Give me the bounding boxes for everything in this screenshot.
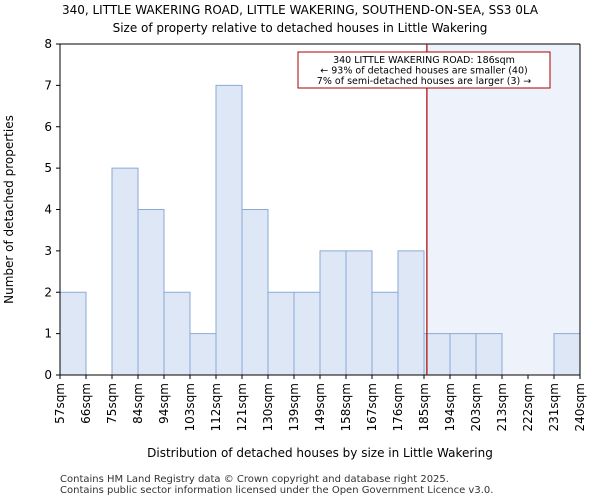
bar — [319, 250, 347, 376]
x-tick-label: 139sqm — [287, 383, 301, 431]
x-tick-label: 240sqm — [573, 383, 587, 431]
y-tick-label: 5 — [44, 161, 52, 175]
bar — [163, 291, 191, 376]
y-axis-label: Number of detached properties — [2, 115, 16, 304]
x-tick-label: 149sqm — [313, 383, 327, 431]
bar — [449, 333, 477, 376]
x-axis-label: Distribution of detached houses by size … — [147, 446, 493, 460]
x-tick-label: 176sqm — [391, 383, 405, 431]
annotation-line-3: 7% of semi-detached houses are larger (3… — [317, 76, 531, 87]
y-tick-label: 3 — [44, 244, 52, 258]
y-tick-label: 4 — [44, 203, 52, 217]
x-tick-label: 231sqm — [547, 383, 561, 431]
x-tick-label: 194sqm — [443, 383, 457, 431]
bar — [345, 250, 373, 376]
bar — [423, 333, 451, 376]
x-tick-label: 203sqm — [469, 383, 483, 431]
x-tick-label: 103sqm — [183, 383, 197, 431]
annotation-line-1: 340 LITTLE WAKERING ROAD: 186sqm — [333, 55, 515, 66]
footer-copyright: Contains HM Land Registry data © Crown c… — [60, 474, 449, 485]
y-tick-label: 1 — [44, 327, 52, 341]
x-tick-label: 185sqm — [417, 383, 431, 431]
bar — [371, 291, 399, 376]
bar — [397, 250, 425, 376]
annotation-box — [297, 51, 551, 89]
x-tick-label: 94sqm — [157, 383, 171, 424]
x-tick-label: 158sqm — [339, 383, 353, 431]
x-tick-label: 84sqm — [131, 383, 145, 424]
bar — [59, 291, 87, 376]
x-tick-label: 66sqm — [79, 383, 93, 424]
y-tick-label: 6 — [44, 120, 52, 134]
x-tick-label: 222sqm — [521, 383, 535, 431]
bar — [111, 167, 139, 376]
x-tick-label: 130sqm — [261, 383, 275, 431]
y-tick-label: 0 — [44, 368, 52, 382]
chart-subtitle: Size of property relative to detached ho… — [112, 21, 488, 35]
x-tick-label: 75sqm — [105, 383, 119, 424]
bar — [267, 291, 295, 376]
y-tick-label: 2 — [44, 285, 52, 299]
x-tick-label: 57sqm — [53, 383, 67, 424]
bar — [189, 333, 217, 376]
bar — [553, 333, 581, 376]
bar — [137, 209, 165, 376]
bar — [215, 84, 243, 376]
footer-licence: Contains public sector information licen… — [60, 485, 494, 496]
annotation-line-2: ← 93% of detached houses are smaller (40… — [320, 66, 527, 77]
x-tick-label: 112sqm — [209, 383, 223, 431]
bar — [241, 209, 269, 376]
x-tick-label: 167sqm — [365, 383, 379, 431]
x-tick-label: 121sqm — [235, 383, 249, 431]
bar — [293, 291, 321, 376]
x-tick-label: 213sqm — [495, 383, 509, 431]
y-tick-label: 8 — [44, 37, 52, 51]
chart-title: 340, LITTLE WAKERING ROAD, LITTLE WAKERI… — [61, 3, 539, 17]
larger-region-shade — [426, 44, 580, 375]
bar — [475, 333, 503, 376]
y-tick-label: 7 — [44, 78, 52, 92]
